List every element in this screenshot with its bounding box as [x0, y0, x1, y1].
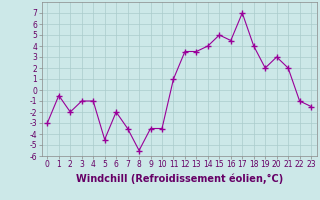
X-axis label: Windchill (Refroidissement éolien,°C): Windchill (Refroidissement éolien,°C)	[76, 173, 283, 184]
